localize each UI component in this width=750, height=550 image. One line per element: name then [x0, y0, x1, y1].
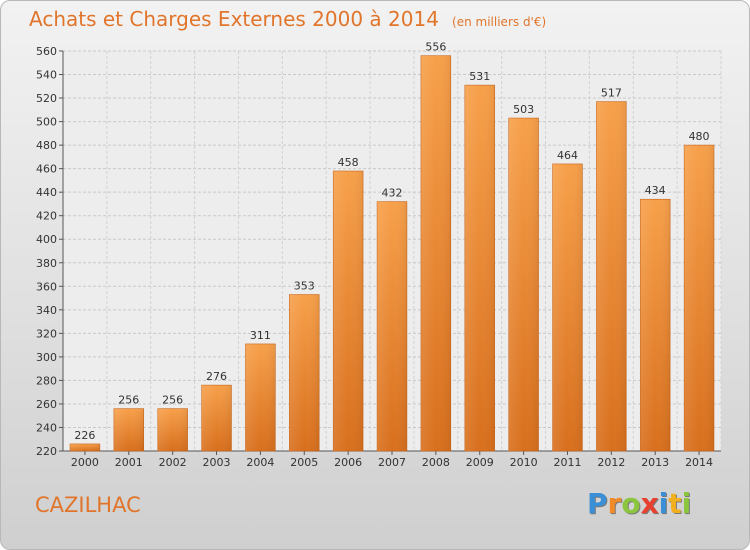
logo-letter: i [681, 487, 692, 520]
x-tick-label: 2014 [685, 456, 713, 469]
bar-shine [596, 101, 627, 452]
data-label: 256 [118, 394, 139, 407]
bar-shine [508, 118, 539, 451]
y-tick-label: 240 [36, 421, 57, 434]
data-label: 226 [74, 429, 95, 442]
chart-title-text: Achats et Charges Externes 2000 à 2014 [29, 7, 439, 31]
bar-shine [684, 145, 714, 451]
y-tick-label: 520 [36, 92, 57, 105]
data-label: 556 [425, 41, 446, 54]
y-tick-label: 460 [36, 163, 57, 176]
data-label: 517 [601, 87, 622, 100]
data-label: 353 [294, 280, 315, 293]
logo-letter: i [658, 487, 669, 520]
y-tick-label: 560 [36, 45, 57, 58]
bar-shine [333, 171, 364, 451]
y-tick-label: 340 [36, 304, 57, 317]
bar-shine [464, 85, 495, 451]
x-tick-label: 2003 [203, 456, 231, 469]
chart-unit: (en milliers d'€) [452, 15, 547, 29]
data-label: 503 [513, 103, 534, 116]
data-label: 480 [689, 130, 710, 143]
label-layer: 220 240 260 280 300 320 340 360 380 400 420 440 460 4… [36, 41, 713, 469]
y-tick-label: 320 [36, 327, 57, 340]
x-tick-label: 2010 [510, 456, 538, 469]
x-tick-label: 2011 [553, 456, 581, 469]
bar-layer [69, 55, 715, 452]
data-label: 458 [338, 156, 359, 169]
x-tick-label: 2002 [159, 456, 187, 469]
y-tick-label: 220 [36, 445, 57, 458]
data-label: 311 [250, 329, 271, 342]
y-tick-label: 400 [36, 233, 57, 246]
x-tick-label: 2004 [246, 456, 274, 469]
bar-shine [420, 55, 451, 452]
bar-shine [157, 408, 188, 451]
x-tick-label: 2012 [597, 456, 625, 469]
data-label: 256 [162, 394, 183, 407]
y-tick-label: 280 [36, 374, 57, 387]
y-tick-label: 540 [36, 69, 57, 82]
data-label: 531 [469, 70, 490, 83]
data-label: 434 [645, 184, 666, 197]
logo-letter: P [587, 487, 608, 520]
bar-shine [113, 408, 144, 451]
x-tick-label: 2000 [71, 456, 99, 469]
y-tick-label: 260 [36, 398, 57, 411]
bar-shine [70, 443, 100, 451]
y-tick-label: 480 [36, 139, 57, 152]
bar-shine [377, 201, 407, 451]
data-label: 464 [557, 149, 578, 162]
x-tick-label: 2009 [466, 456, 494, 469]
x-tick-label: 2007 [378, 456, 406, 469]
y-tick-label: 360 [36, 280, 57, 293]
bar-shine [289, 294, 320, 451]
logo-letter: x [640, 487, 659, 520]
logo-letter: o [621, 487, 641, 520]
y-tick-label: 420 [36, 210, 57, 223]
data-label: 276 [206, 370, 227, 383]
y-tick-label: 440 [36, 186, 57, 199]
x-tick-label: 2008 [422, 456, 450, 469]
bar-shine [245, 343, 276, 451]
bar-shine [552, 163, 583, 452]
logo-letter: t [668, 487, 682, 520]
y-tick-label: 500 [36, 116, 57, 129]
y-tick-label: 380 [36, 257, 57, 270]
y-tick-label: 300 [36, 351, 57, 364]
x-tick-label: 2001 [115, 456, 143, 469]
town-name: CAZILHAC [35, 493, 141, 517]
data-label: 432 [382, 187, 403, 200]
logo-letter: r [607, 487, 622, 520]
proxiti-logo: Proxiti [587, 487, 691, 520]
chart-title: Achats et Charges Externes 2000 à 2014 (… [29, 7, 546, 31]
bar-shine [201, 385, 232, 451]
x-tick-label: 2013 [641, 456, 669, 469]
x-tick-label: 2006 [334, 456, 362, 469]
x-tick-label: 2005 [290, 456, 318, 469]
bar-shine [640, 199, 671, 451]
